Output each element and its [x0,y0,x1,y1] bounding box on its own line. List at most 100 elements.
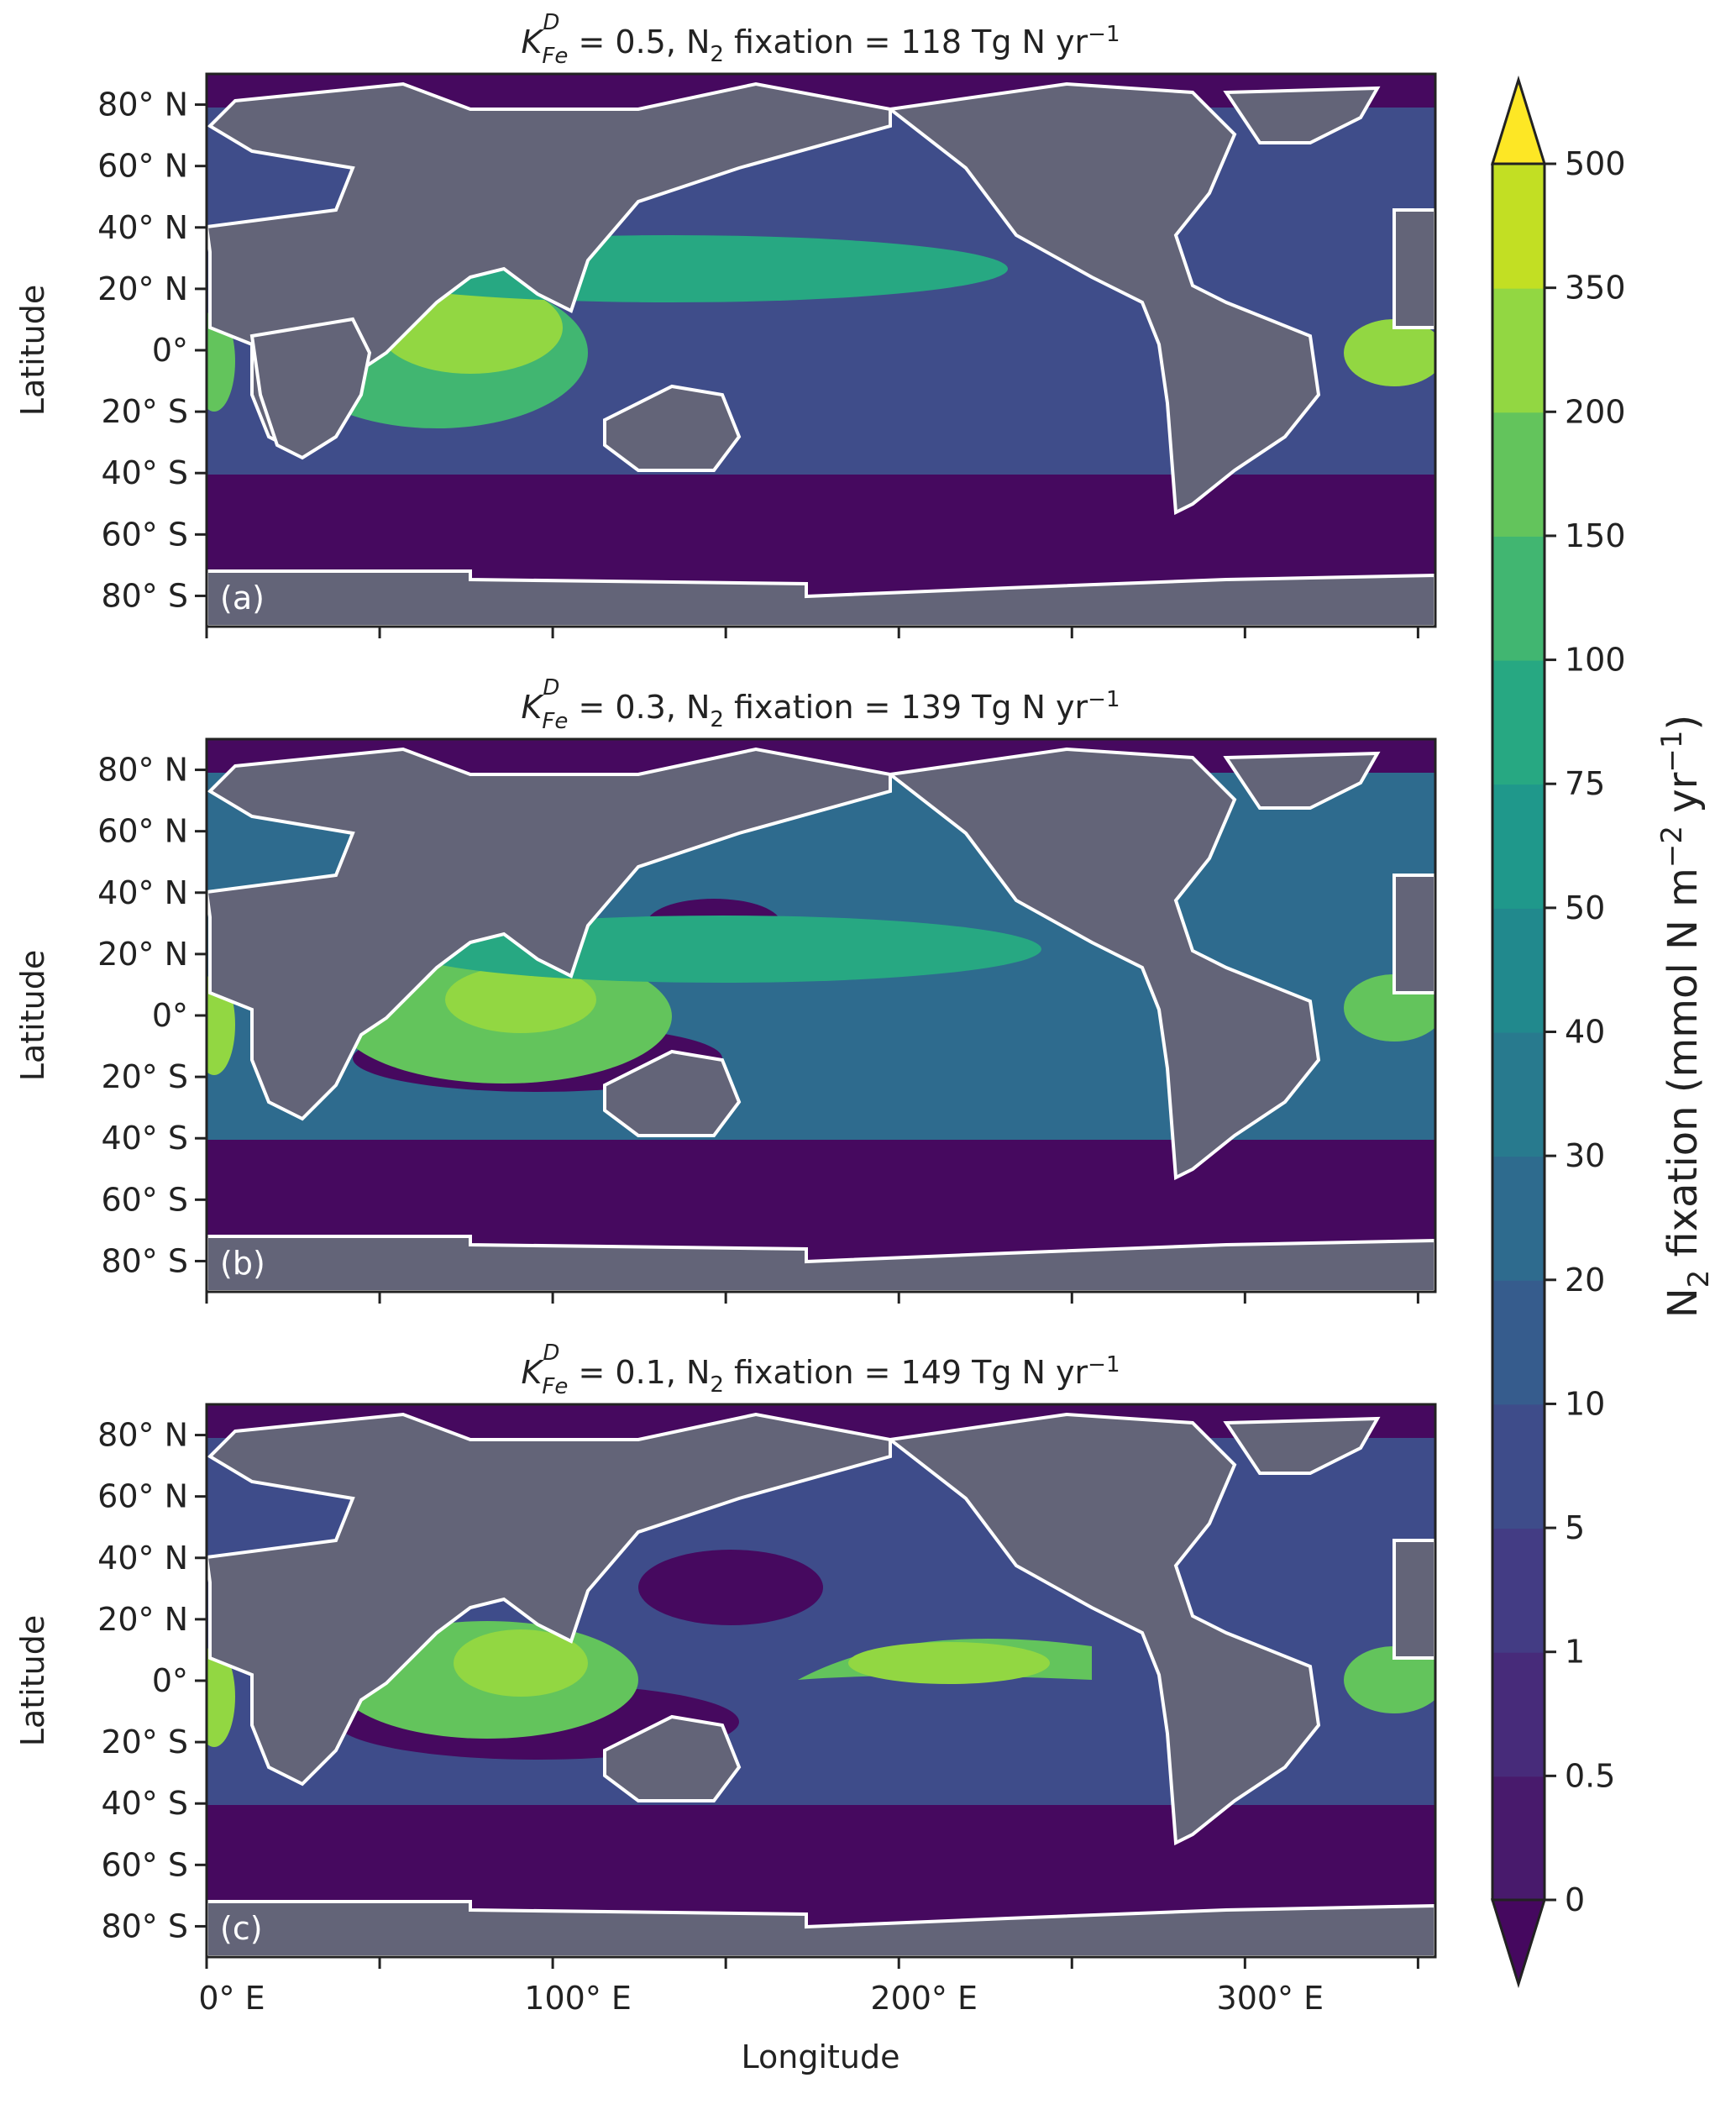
x-tick-label: 0° E [198,1980,265,2017]
panel-a-ylabel: Latitude [14,285,51,416]
panel-c: KFeD = 0.1, N2 fixation = 149 Tg N yr−1 … [14,1341,1437,2075]
y-tick-label: 80° N [97,1417,188,1454]
x-tick-label: 200° E [870,1980,978,2017]
y-tick-label: 40° S [101,1785,188,1822]
colorbar-segment [1492,1279,1545,1405]
panel-a-title: KFe D = 0.5, N2 fixation = 118 Tg N yr−1 [521,10,1120,69]
y-tick-label: 0° [152,1662,188,1699]
panel-a-map [207,74,1435,627]
panel-c-title-rest1: = 0.1, N [568,1354,710,1391]
y-tick-label: 0° [152,997,188,1034]
colorbar-segment [1492,1651,1545,1777]
panel-b-title-rest1: = 0.3, N [568,689,710,726]
panel-c-title-nsub: 2 [710,1372,724,1398]
y-tick-label: 20° S [101,393,188,430]
panel-a-land-americas [886,81,1321,516]
colorbar-segment [1492,164,1545,289]
y-tick-label: 20° N [97,936,188,973]
y-tick-label: 0° [152,332,188,369]
colorbar-tick-label: 5 [1565,1509,1585,1546]
panel-c-land-greenland [1223,1416,1381,1475]
panel-c-title-k: K [521,1354,544,1391]
y-tick-label: 60° N [97,1478,188,1515]
panel-a-land-africa [249,317,372,460]
colorbar-extend-min [1490,1898,1547,1989]
colorbar-segment [1492,287,1545,413]
panel-b-ylabel: Latitude [14,950,51,1081]
panel-c-title-rest2: fixation = 149 Tg N yr [724,1354,1088,1391]
panel-b-xticks [205,1292,1419,1304]
y-tick-label: 20° S [101,1058,188,1095]
panel-c-title-sup: D [543,1341,559,1366]
colorbar-tick-label: 0.5 [1565,1757,1615,1794]
y-tick-label: 60° S [101,516,188,553]
panel-c-land-americas [886,1412,1321,1846]
panel-b-title-sup: D [543,675,559,700]
panel-b-title-k: K [521,689,544,726]
colorbar-tick-label: 10 [1565,1385,1605,1422]
colorbar-segment [1492,1156,1545,1281]
y-tick-label: 60° N [97,813,188,850]
colorbar-segment [1492,1776,1545,1901]
panel-b-land-greenland [1223,751,1381,810]
panel-a-label: (a) [220,580,265,617]
colorbar-tick-label: 20 [1565,1262,1605,1299]
y-tick-label: 20° N [97,270,188,307]
panel-c-label: (c) [220,1910,263,1947]
x-tick-label: 300° E [1217,1980,1324,2017]
panel-b-title-sub: Fe [542,709,568,734]
panel-c-map [207,1404,1435,1957]
panel-a-title-sup: D [543,10,559,35]
panel-a-title-sub: Fe [542,44,568,69]
y-tick-label: 80° S [101,1242,188,1279]
colorbar-tick-label: 0 [1565,1881,1585,1918]
panel-a-title-nsub: 2 [710,42,724,67]
y-tick-label: 40° N [97,1540,188,1577]
colorbar-tick-label: 75 [1565,765,1605,802]
panel-a-title-k: K [521,24,544,60]
panel-b-title: KFe D = 0.3, N2 fixation = 139 Tg N yr−1 [521,675,1120,734]
colorbar-segment [1492,412,1545,537]
colorbar-tick-label: 50 [1565,889,1605,926]
colorbar-tick-label: 350 [1565,270,1626,307]
panel-c-ylabel: Latitude [14,1615,51,1746]
y-tick-label: 80° N [97,752,188,789]
panel-b-map [207,739,1435,1292]
y-tick-label: 40° S [101,454,188,491]
y-tick-label: 40° N [97,874,188,911]
colorbar-tick-label: 40 [1565,1014,1605,1051]
panel-a-title-exp: −1 [1088,22,1120,47]
colorbar-segment [1492,784,1545,909]
panel-a-land-greenland [1223,86,1381,144]
panel-b-label: (b) [220,1245,265,1282]
colorbar-tick-label: 500 [1565,145,1626,182]
panel-c-title-sub: Fe [542,1374,568,1399]
panel-b-land-americas [886,747,1321,1181]
colorbar-tick-label: 100 [1565,642,1626,679]
panel-c-yticks: 80° N 60° N 40° N 20° N 0° 20° S 40° S 60° S 80°… [97,1417,207,1944]
panel-a-xticks [205,627,1419,638]
panel-b-land-australia [603,1049,742,1137]
colorbar-segment [1492,1528,1545,1653]
colorbar-segment [1492,1031,1545,1157]
x-axis-label: Longitude [742,2038,900,2075]
y-tick-label: 60° S [101,1846,188,1883]
colorbar-segment [1492,659,1545,785]
panel-a-title-rest1: = 0.5, N [568,24,710,60]
y-tick-label: 80° S [101,577,188,614]
panel-a-yticks: 80° N 60° N 40° N 20° N 0° 20° S 40° S 60° S 80°… [97,87,207,614]
y-tick-label: 80° S [101,1907,188,1944]
panel-c-land-australia [603,1714,742,1802]
colorbar-segment [1492,907,1545,1033]
colorbar-tick-label: 1 [1565,1634,1585,1671]
colorbar: 0 0.5 1 5 10 20 30 40 50 75 100 150 200 350 500 [1490,75,1626,1989]
y-tick-label: 60° N [97,148,188,185]
colorbar-tick-label: 200 [1565,393,1626,430]
panel-b: KFeD = 0.3, N2 fixation = 139 Tg N yr−1 … [14,675,1437,1304]
colorbar-segment [1492,1404,1545,1529]
y-tick-label: 80° N [97,87,188,123]
panel-c-title-exp: −1 [1088,1352,1120,1377]
panel-a-title-rest2: fixation = 118 Tg N yr [724,24,1088,60]
panel-b-title-exp: −1 [1088,687,1120,712]
